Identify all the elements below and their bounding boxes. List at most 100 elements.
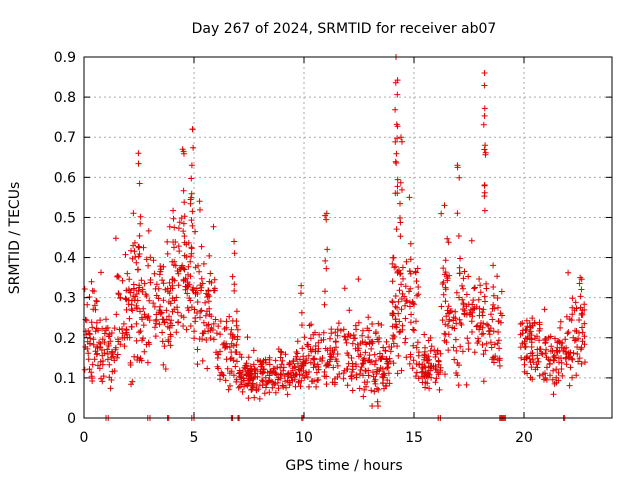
data-point	[180, 220, 187, 227]
data-point	[476, 326, 483, 333]
data-point	[348, 355, 355, 361]
data-point	[231, 238, 238, 245]
data-point	[269, 384, 276, 391]
data-point	[129, 378, 136, 385]
data-point	[340, 326, 347, 333]
data-point	[306, 322, 313, 329]
data-point	[270, 368, 277, 375]
data-point	[573, 372, 580, 379]
data-point	[460, 275, 467, 282]
data-point	[238, 372, 245, 378]
data-point	[456, 362, 462, 369]
data-point	[115, 290, 122, 297]
data-point	[233, 376, 240, 383]
data-point	[136, 232, 143, 239]
data-point	[98, 375, 105, 382]
data-point	[233, 322, 240, 329]
data-point	[139, 316, 146, 323]
data-point	[389, 260, 396, 267]
data-point	[167, 333, 174, 340]
data-point	[145, 227, 152, 234]
data-point	[422, 384, 429, 391]
data-point	[173, 294, 180, 301]
data-point	[428, 343, 435, 350]
data-point	[524, 335, 531, 342]
data-point	[343, 366, 350, 373]
data-point	[443, 313, 450, 320]
data-point	[389, 278, 396, 285]
data-point	[398, 367, 405, 374]
data-point	[340, 375, 347, 382]
data-point	[389, 311, 396, 317]
data-point	[93, 319, 100, 326]
data-point	[163, 316, 170, 323]
data-point	[175, 319, 182, 326]
data-point	[543, 335, 549, 342]
data-point	[528, 332, 535, 339]
data-point	[90, 336, 97, 343]
data-point	[141, 311, 148, 318]
data-point	[454, 164, 461, 171]
data-point	[123, 327, 130, 334]
data-point	[519, 320, 526, 327]
data-point	[126, 334, 133, 341]
data-point	[272, 389, 279, 396]
data-point	[176, 219, 183, 226]
data-point	[135, 150, 142, 157]
data-point	[153, 281, 160, 288]
data-point	[245, 380, 252, 387]
data-point	[328, 354, 335, 361]
data-point	[389, 323, 396, 330]
data-point	[272, 380, 279, 387]
data-point	[528, 364, 535, 371]
x-tick-label: 15	[405, 430, 423, 446]
data-point	[340, 370, 347, 376]
data-point	[578, 276, 585, 283]
data-point	[133, 259, 140, 266]
data-point	[332, 356, 339, 363]
data-point	[410, 326, 416, 333]
data-point	[274, 364, 281, 371]
data-point	[194, 299, 201, 305]
data-point	[284, 391, 291, 398]
data-point	[231, 287, 238, 294]
data-point	[157, 263, 164, 270]
data-point	[454, 210, 461, 217]
data-point	[233, 341, 240, 348]
data-point	[108, 330, 115, 336]
data-point	[407, 319, 414, 326]
data-point	[368, 338, 375, 345]
data-point	[151, 270, 158, 277]
data-point	[295, 360, 301, 367]
data-point	[181, 150, 187, 157]
data-point	[196, 198, 203, 205]
data-point	[157, 310, 164, 317]
data-point	[438, 210, 445, 217]
data-point	[489, 305, 496, 312]
data-point	[134, 266, 141, 273]
data-point	[203, 337, 210, 343]
data-point	[353, 374, 360, 381]
data-point	[275, 385, 282, 392]
data-point	[192, 315, 199, 321]
data-point	[279, 357, 286, 364]
data-point	[279, 382, 286, 389]
data-point	[542, 350, 549, 357]
data-point	[569, 374, 576, 381]
data-point	[300, 353, 307, 360]
data-point	[331, 379, 338, 386]
data-point	[322, 212, 329, 219]
data-point	[211, 276, 218, 283]
data-point	[153, 316, 160, 323]
data-point	[496, 345, 503, 352]
data-point	[130, 293, 137, 300]
data-point	[191, 306, 198, 313]
data-point	[106, 361, 113, 368]
data-point	[123, 296, 130, 303]
data-point	[345, 360, 352, 367]
data-point	[368, 387, 375, 394]
data-point	[536, 321, 543, 328]
data-point	[99, 325, 106, 332]
data-point	[481, 82, 488, 89]
data-point	[395, 352, 402, 359]
